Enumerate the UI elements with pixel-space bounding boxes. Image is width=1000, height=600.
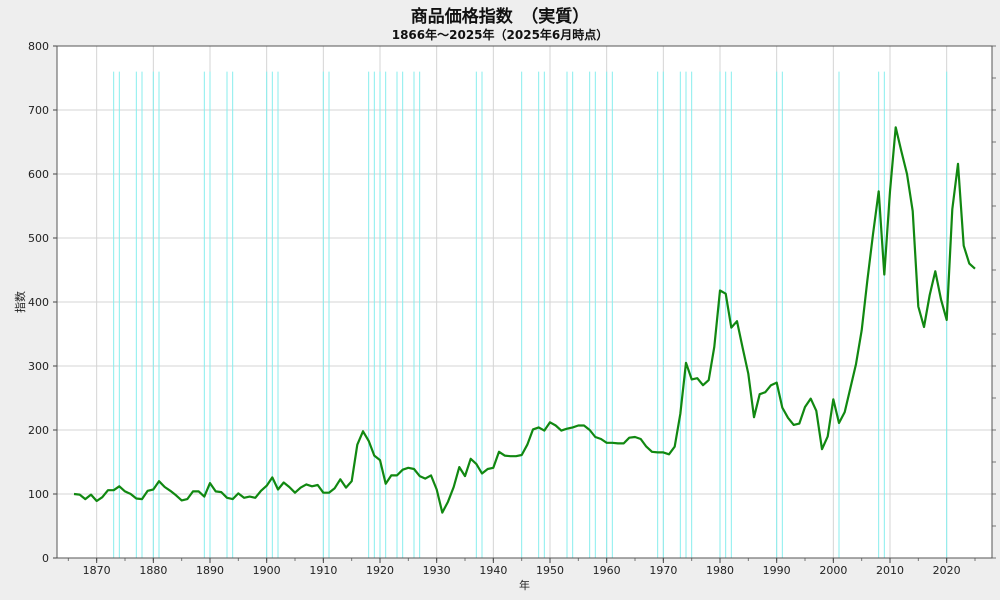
y-tick-label: 400 xyxy=(28,296,49,309)
x-tick-label: 1900 xyxy=(253,564,281,577)
x-tick-label: 1950 xyxy=(536,564,564,577)
y-tick-label: 0 xyxy=(42,552,49,565)
x-axis: 1870 1880 1890 1900 1910 1920 1930 1940 1950 1960… xyxy=(67,558,976,577)
chart-title: 商品価格指数 （実質） xyxy=(410,7,590,27)
plot-border xyxy=(56,45,993,559)
x-tick-label: 2000 xyxy=(819,564,847,577)
x-tick-label: 1990 xyxy=(763,564,791,577)
x-tick-label: 1980 xyxy=(706,564,734,577)
y-tick-label: 300 xyxy=(28,360,49,373)
x-tick-label: 1960 xyxy=(593,564,621,577)
y-tick-label: 600 xyxy=(28,168,49,181)
y-axis: 0 100 200 300 400 500 600 700 800 xyxy=(28,40,996,565)
y-tick-label: 700 xyxy=(28,104,49,117)
y-tick-label: 800 xyxy=(28,40,49,53)
x-tick-label: 2010 xyxy=(876,564,904,577)
vertical-markers xyxy=(113,71,948,558)
x-axis-label: 年 xyxy=(519,578,530,592)
x-tick-label: 1970 xyxy=(649,564,677,577)
x-tick-label: 1920 xyxy=(366,564,394,577)
series-group xyxy=(73,126,976,514)
y-tick-label: 500 xyxy=(28,232,49,245)
chart-subtitle: 1866年～2025年（2025年6月時点） xyxy=(391,28,609,42)
y-axis-label: 指数 xyxy=(13,291,27,313)
x-tick-label: 1940 xyxy=(479,564,507,577)
x-tick-label: 1930 xyxy=(423,564,451,577)
y-tick-label: 100 xyxy=(28,488,49,501)
x-tick-label: 2020 xyxy=(933,564,961,577)
y-tick-label: 200 xyxy=(28,424,49,437)
x-tick-label: 1870 xyxy=(83,564,111,577)
x-tick-label: 1890 xyxy=(196,564,224,577)
x-tick-label: 1910 xyxy=(309,564,337,577)
x-tick-label: 1880 xyxy=(139,564,167,577)
series-line xyxy=(73,126,976,514)
